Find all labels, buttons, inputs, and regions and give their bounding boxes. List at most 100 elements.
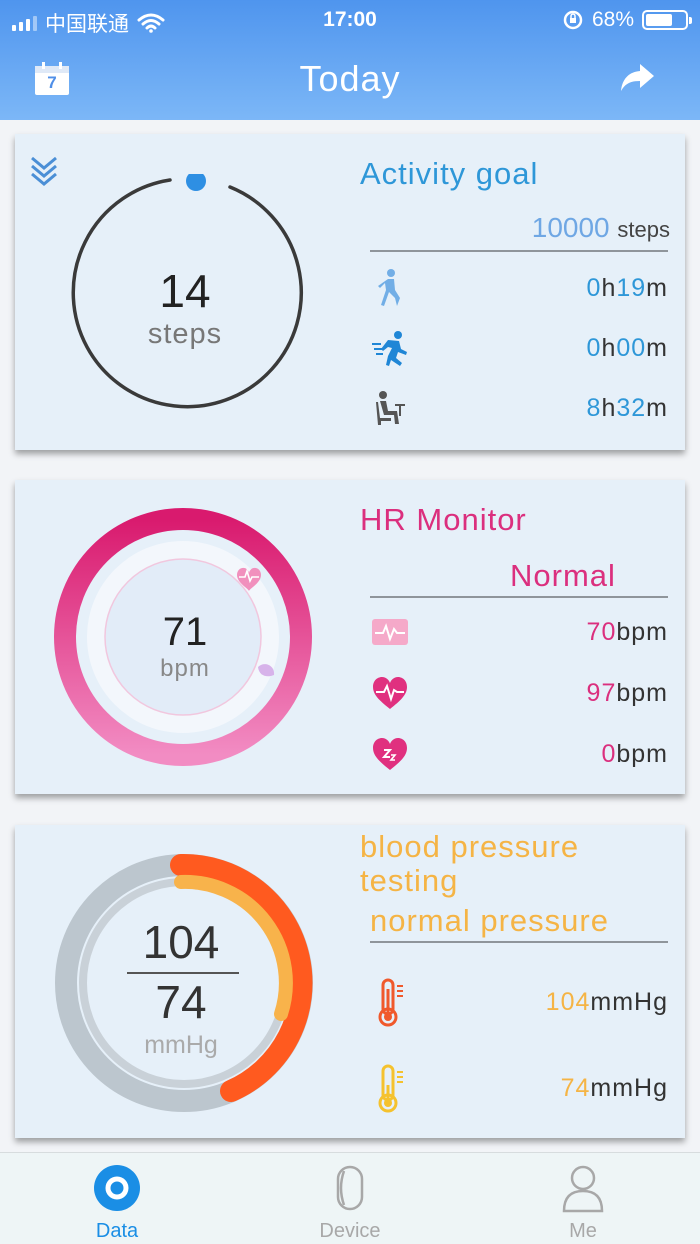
hr-bpm-value: 71 [162, 610, 208, 654]
run-row: 0h00m [370, 328, 668, 368]
hr-bpm-label: bpm [160, 655, 210, 682]
thermometer-low-icon [378, 1064, 403, 1113]
bp-unit-label: mmHg [144, 1031, 218, 1059]
status-time: 17:00 [323, 8, 377, 31]
run-m-unit: m [646, 333, 668, 362]
calendar-icon [35, 62, 69, 95]
hr-max-row: 97bpm [370, 673, 668, 713]
run-minutes: 00 [616, 333, 647, 362]
steps-count: 14 [159, 265, 211, 317]
walk-m-unit: m [646, 273, 668, 302]
bp-systolic-display: 104 [142, 916, 220, 968]
tab-me-label: Me [569, 1220, 597, 1242]
sit-row: 8h32m [370, 388, 668, 428]
page-title: Today [299, 58, 401, 99]
status-bar: 中国联通 17:00 68% [0, 0, 700, 40]
bp-sys-unit: mmHg [590, 987, 668, 1016]
hr-rest-row: 0bpm [370, 734, 668, 774]
hr-rest-unit: bpm [616, 739, 668, 768]
walk-row: 0h19m [370, 268, 668, 308]
rotation-lock-icon [563, 10, 583, 30]
hr-right: HR Monitor Normal 70bpm 97bpm 0bpm [360, 480, 670, 794]
calendar-button[interactable]: 7 [34, 62, 70, 96]
divider [370, 250, 668, 252]
divider [370, 941, 668, 943]
steps-progress-ring [71, 174, 303, 409]
tab-bar: Data Device Me [0, 1152, 700, 1244]
activity-title: Activity goal [360, 156, 539, 191]
steps-progress-dot [186, 174, 206, 191]
divider [370, 596, 668, 598]
hr-gauge [54, 508, 312, 766]
bp-title-line2: testing [360, 863, 459, 898]
share-icon [621, 64, 654, 91]
bp-dia-unit: mmHg [590, 1073, 668, 1102]
hr-left: 71 bpm [15, 480, 350, 794]
hr-avg-value: 70 [586, 617, 617, 646]
hr-card[interactable]: 71 bpm HR Monitor Normal 70bpm 97bpm [15, 480, 685, 794]
bp-card[interactable]: 104 74 mmHg blood pressure testing norma… [15, 825, 685, 1138]
bp-sys-row: 104mmHg [370, 977, 668, 1027]
sitting-icon [376, 391, 405, 425]
hr-title: HR Monitor [360, 502, 527, 537]
wifi-icon [137, 13, 165, 33]
share-button[interactable] [618, 58, 658, 98]
tab-device-label: Device [319, 1220, 381, 1242]
steps-label: steps [147, 318, 223, 350]
carrier-label: 中国联通 [45, 13, 129, 36]
hr-avg-unit: bpm [616, 617, 668, 646]
navbar: 7 Today [0, 40, 700, 120]
tab-data[interactable]: Data [47, 1153, 187, 1244]
activity-left: 14 steps [15, 134, 350, 450]
bp-right: blood pressure testing normal pressure 1… [360, 825, 670, 1138]
hr-status: Normal [510, 558, 616, 593]
battery-percent: 68% [591, 8, 634, 31]
sit-h-unit: h [601, 393, 617, 422]
hr-rest-value: 0 [601, 739, 617, 768]
hr-drop-marker-icon [258, 664, 275, 677]
bp-status: normal pressure [370, 903, 609, 938]
goal-unit: steps [617, 217, 670, 242]
walking-icon [378, 269, 400, 306]
bp-dia-value: 74 [560, 1073, 591, 1102]
tab-device[interactable]: Device [280, 1153, 420, 1244]
calendar-day: 7 [47, 73, 57, 92]
sit-minutes: 32 [616, 393, 647, 422]
tab-data-label: Data [95, 1220, 139, 1242]
hr-max-value: 97 [586, 678, 617, 707]
collapse-chevrons-icon[interactable] [29, 154, 59, 190]
data-icon [94, 1165, 140, 1211]
running-icon [372, 331, 407, 366]
bp-dia-row: 74mmHg [370, 1063, 668, 1113]
run-hours: 0 [586, 333, 602, 362]
activity-goal: 10000 steps [532, 212, 670, 244]
goal-value: 10000 [531, 212, 610, 243]
ecg-icon [372, 619, 408, 645]
run-h-unit: h [601, 333, 617, 362]
thermometer-high-icon [378, 978, 403, 1027]
user-icon [562, 1165, 604, 1213]
device-icon [336, 1165, 364, 1211]
bp-diastolic-display: 74 [155, 976, 207, 1028]
walk-h-unit: h [601, 273, 617, 302]
bp-gauge [55, 853, 313, 1112]
sit-hours: 8 [586, 393, 602, 422]
sit-m-unit: m [646, 393, 668, 422]
header: 中国联通 17:00 68% [0, 0, 700, 120]
hr-avg-row: 70bpm [370, 612, 668, 652]
heart-sleep-icon [373, 738, 407, 770]
activity-right: Activity goal 10000 steps 0h19m 0h00m [360, 134, 670, 450]
activity-card[interactable]: 14 steps Activity goal 10000 steps 0h19m… [15, 134, 685, 450]
battery-icon [642, 10, 692, 30]
signal-icon [12, 15, 37, 31]
heart-pulse-icon [373, 677, 407, 709]
hr-center: 71 bpm [105, 610, 265, 683]
tab-me[interactable]: Me [513, 1153, 653, 1244]
bp-title-line1: blood pressure [360, 829, 580, 864]
walk-minutes: 19 [616, 273, 647, 302]
bp-left: 104 74 mmHg [15, 825, 350, 1138]
walk-hours: 0 [586, 273, 602, 302]
bp-sys-value: 104 [545, 987, 591, 1016]
hr-max-unit: bpm [616, 678, 668, 707]
bp-fraction-line [127, 972, 239, 974]
